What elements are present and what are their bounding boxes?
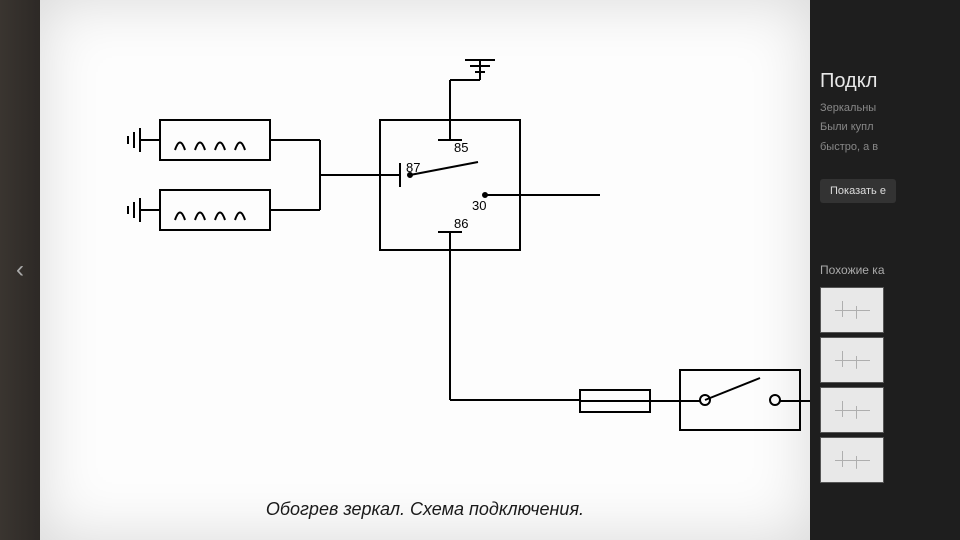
- similar-thumbnails: [820, 287, 950, 483]
- info-line: Были купл: [820, 120, 950, 135]
- info-panel: Подкл Зеркальны Были купл быстро, а в По…: [810, 0, 960, 540]
- info-line: Зеркальны: [820, 101, 950, 116]
- image-viewer: ‹: [0, 0, 960, 540]
- show-more-button[interactable]: Показать е: [820, 179, 896, 203]
- pin-85-label: 85: [454, 140, 468, 155]
- diagram-caption: Обогрев зеркал. Схема подключения.: [40, 499, 810, 520]
- thumbnail[interactable]: [820, 287, 884, 333]
- main-image: 85 86 87 30 Обогрев зеркал. Схема подклю…: [40, 0, 810, 540]
- info-line: быстро, а в: [820, 140, 950, 155]
- thumbnail[interactable]: [820, 387, 884, 433]
- prev-arrow[interactable]: ‹: [8, 255, 32, 285]
- similar-heading: Похожие ка: [820, 263, 950, 277]
- pin-86-label: 86: [454, 216, 468, 231]
- circuit-diagram: 85 86 87 30: [40, 0, 810, 470]
- thumbnail[interactable]: [820, 437, 884, 483]
- pin-87-label: 87: [406, 160, 420, 175]
- info-title: Подкл: [820, 70, 950, 93]
- thumbnail[interactable]: [820, 337, 884, 383]
- pin-30-label: 30: [472, 198, 486, 213]
